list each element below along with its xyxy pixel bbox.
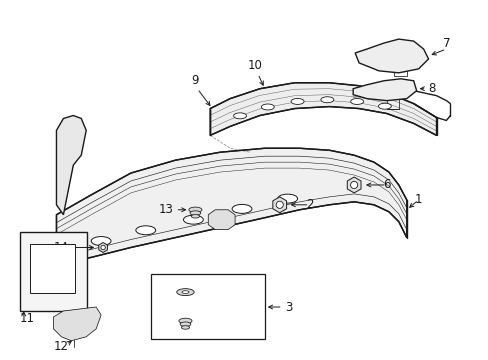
Polygon shape	[352, 79, 416, 100]
Ellipse shape	[136, 226, 155, 235]
Ellipse shape	[179, 318, 192, 324]
Bar	[20, 231, 87, 311]
Ellipse shape	[233, 113, 246, 119]
Text: 13: 13	[158, 203, 173, 216]
Ellipse shape	[232, 204, 251, 213]
Ellipse shape	[188, 207, 202, 212]
Polygon shape	[346, 177, 360, 193]
Text: 11: 11	[20, 312, 35, 325]
Ellipse shape	[191, 215, 199, 218]
Circle shape	[350, 181, 357, 189]
Text: 7: 7	[443, 37, 450, 50]
Text: 5: 5	[210, 285, 217, 299]
Text: 6: 6	[383, 179, 390, 192]
Ellipse shape	[91, 237, 111, 246]
Text: 14: 14	[54, 241, 69, 254]
Ellipse shape	[181, 326, 189, 329]
Polygon shape	[210, 83, 436, 135]
Text: 2: 2	[305, 198, 313, 211]
Bar	[150, 274, 264, 339]
Polygon shape	[208, 210, 235, 230]
Text: 12: 12	[54, 340, 69, 353]
Polygon shape	[272, 197, 286, 213]
Ellipse shape	[190, 211, 201, 215]
Ellipse shape	[177, 289, 194, 296]
Bar	[30, 243, 75, 293]
Text: 4: 4	[210, 314, 217, 327]
Text: 1: 1	[414, 193, 422, 206]
Ellipse shape	[320, 97, 333, 103]
Ellipse shape	[350, 99, 363, 104]
Text: 10: 10	[247, 59, 262, 72]
Ellipse shape	[182, 291, 188, 293]
Polygon shape	[56, 116, 86, 215]
Ellipse shape	[180, 322, 190, 327]
Text: 8: 8	[427, 82, 435, 95]
Ellipse shape	[277, 194, 297, 203]
Ellipse shape	[378, 103, 390, 109]
Circle shape	[276, 201, 283, 208]
Polygon shape	[56, 148, 406, 264]
Ellipse shape	[261, 104, 274, 110]
Text: 3: 3	[284, 301, 291, 314]
Ellipse shape	[183, 215, 203, 224]
Ellipse shape	[290, 99, 304, 104]
Polygon shape	[53, 307, 101, 341]
Polygon shape	[354, 39, 427, 73]
Text: 9: 9	[191, 74, 199, 87]
Circle shape	[101, 245, 105, 250]
Polygon shape	[99, 243, 107, 252]
